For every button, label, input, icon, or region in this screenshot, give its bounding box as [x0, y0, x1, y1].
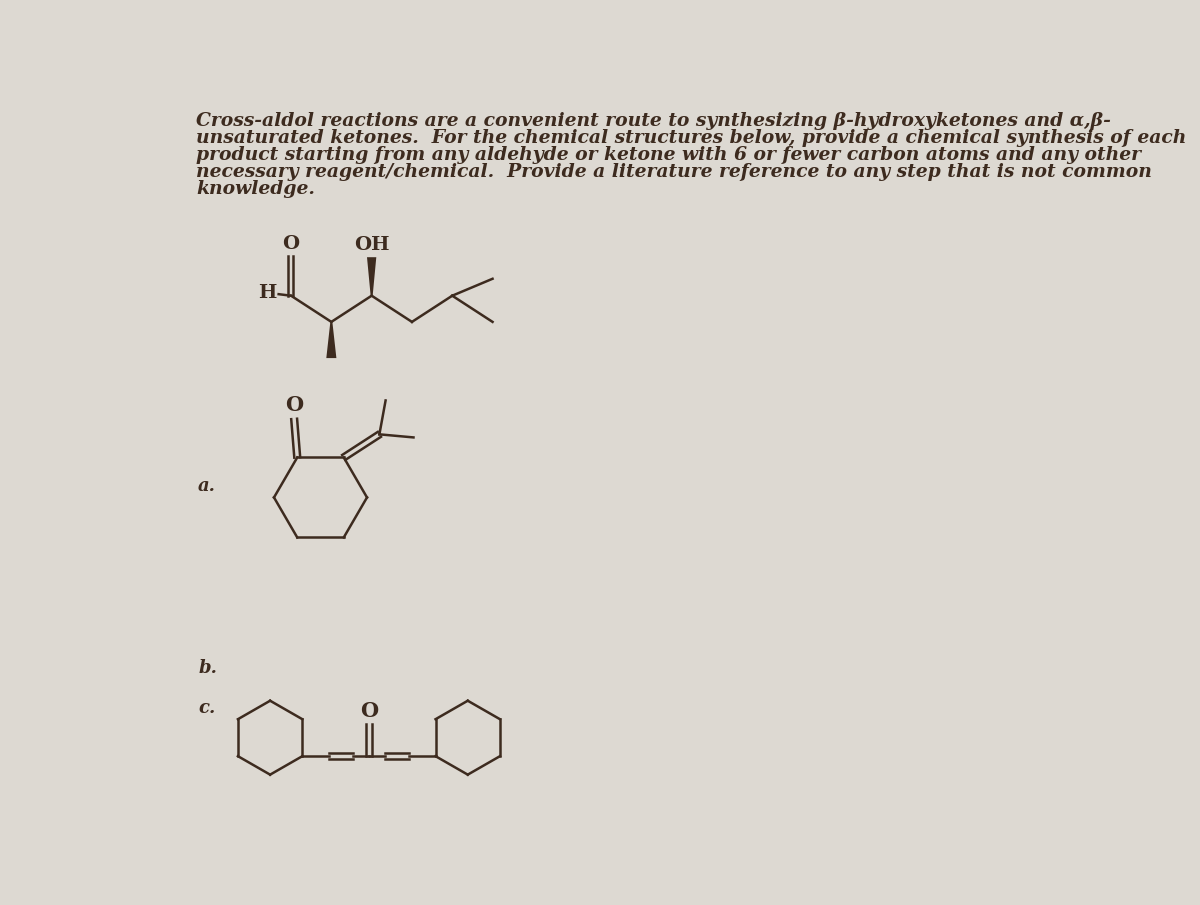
Text: O: O [286, 395, 304, 415]
Polygon shape [326, 322, 336, 358]
Text: OH: OH [354, 236, 389, 254]
Text: Cross-aldol reactions are a convenient route to synthesizing β-hydroxyketones an: Cross-aldol reactions are a convenient r… [197, 112, 1111, 130]
Text: O: O [360, 700, 378, 720]
Text: knowledge.: knowledge. [197, 180, 316, 198]
Text: b.: b. [198, 659, 217, 677]
Text: H: H [259, 283, 277, 301]
Text: necessary reagent/chemical.  Provide a literature reference to any step that is : necessary reagent/chemical. Provide a li… [197, 163, 1152, 181]
Text: c.: c. [198, 700, 215, 717]
Text: product starting from any aldehyde or ketone with 6 or fewer carbon atoms and an: product starting from any aldehyde or ke… [197, 147, 1141, 165]
Text: O: O [282, 234, 299, 252]
Text: unsaturated ketones.  For the chemical structures below, provide a chemical synt: unsaturated ketones. For the chemical st… [197, 129, 1187, 148]
Polygon shape [367, 257, 377, 296]
Text: a.: a. [198, 477, 216, 495]
